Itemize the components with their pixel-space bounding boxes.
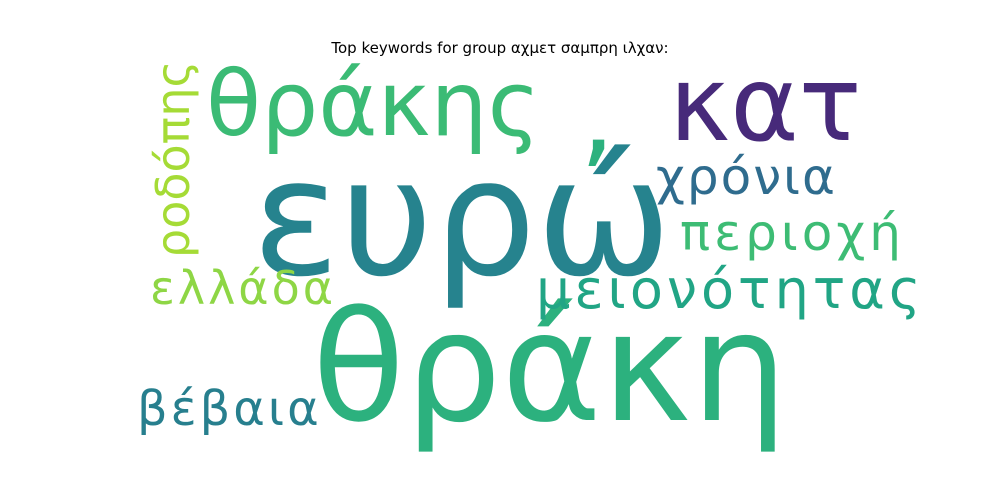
word-periochi: περιοχή <box>680 204 905 262</box>
wordcloud-title: Top keywords for group αχμετ σαμπρη ιλχα… <box>331 39 669 57</box>
word-kat: κατ <box>669 43 862 165</box>
word-rodopis: ροδόπης <box>146 60 200 258</box>
word-comma: , <box>580 51 615 179</box>
word-thraki: θράκη <box>312 279 788 456</box>
word-evro: ευρώ <box>252 125 672 313</box>
word-meionotitas: μειονότητας <box>536 258 925 321</box>
word-xronia: χρόνια <box>656 148 838 206</box>
word-vevaia: βέβαια <box>137 381 322 437</box>
word-thrakis: θράκης <box>206 52 541 157</box>
word-ellada: ελλάδα <box>150 261 337 315</box>
